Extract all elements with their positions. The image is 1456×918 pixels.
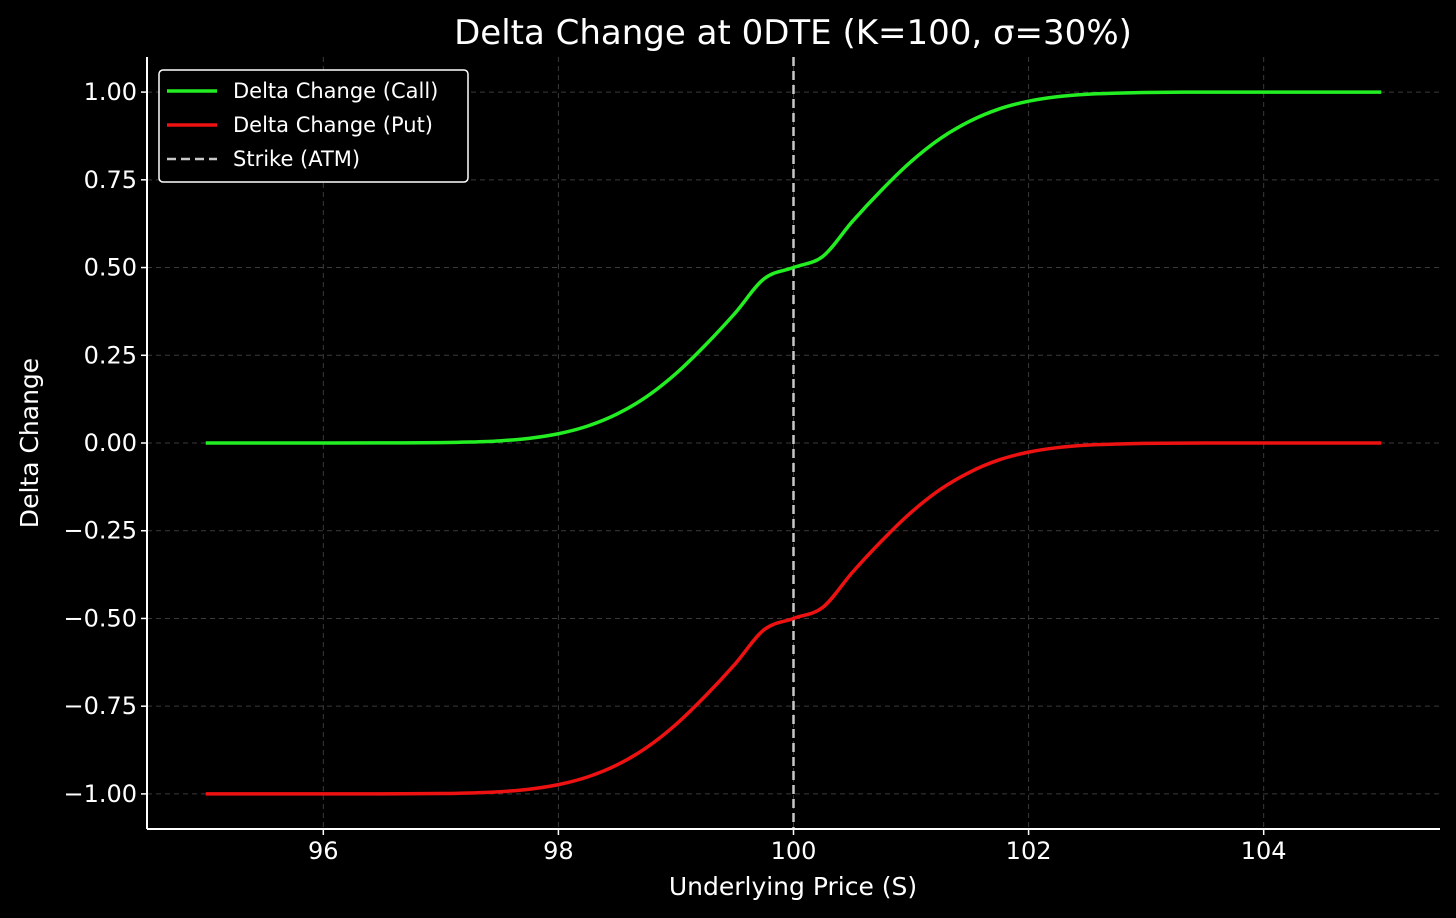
legend-label: Delta Change (Put) (233, 113, 433, 137)
y-tick-label: −1.00 (63, 780, 137, 808)
x-tick-label: 102 (1006, 837, 1052, 865)
y-tick-label: 1.00 (84, 78, 137, 106)
legend-item-call: Delta Change (Call) (167, 79, 438, 103)
call-delta-line (205, 90, 1382, 445)
x-tick-label: 100 (771, 837, 817, 865)
legend: Delta Change (Call) Delta Change (Put) Str… (158, 69, 469, 183)
y-tick-label: −0.50 (63, 604, 137, 632)
ticks: 96 98 100 102 104 1.00 0.75 0.50 0.25 0.00 −0.25 −0… (63, 78, 1286, 865)
y-axis-label: Delta Change (15, 358, 44, 528)
chart-title: Delta Change at 0DTE (K=100, σ=30%) (454, 13, 1132, 53)
series-layer (205, 57, 1382, 829)
y-tick-label: 0.50 (84, 254, 137, 282)
legend-label: Delta Change (Call) (233, 79, 438, 103)
legend-frame (158, 69, 469, 183)
x-tick-label: 104 (1241, 837, 1287, 865)
y-tick-label: 0.25 (84, 341, 137, 369)
x-axis-label: Underlying Price (S) (669, 872, 917, 901)
y-tick-label: −0.25 (63, 517, 137, 545)
x-tick-label: 98 (543, 837, 574, 865)
put-delta-line (205, 441, 1382, 796)
legend-item-put: Delta Change (Put) (167, 113, 433, 137)
y-tick-label: 0.00 (84, 429, 137, 457)
y-tick-label: −0.75 (63, 692, 137, 720)
legend-item-strike: Strike (ATM) (167, 147, 360, 171)
legend-label: Strike (ATM) (233, 147, 360, 171)
y-tick-label: 0.75 (84, 166, 137, 194)
x-tick-label: 96 (308, 837, 339, 865)
